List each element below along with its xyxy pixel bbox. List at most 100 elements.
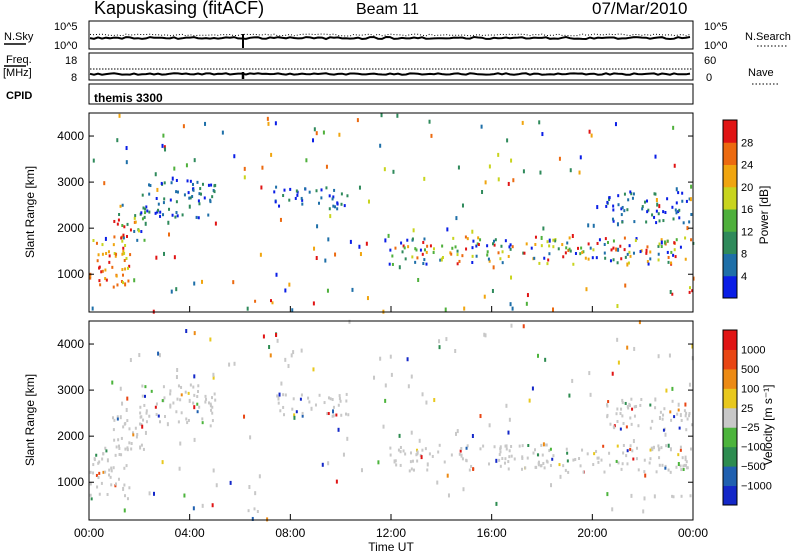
echo-cell — [148, 491, 151, 496]
echo-cell — [171, 176, 174, 181]
echo-cell — [581, 448, 584, 452]
echo-cell — [623, 209, 626, 213]
echo-cell — [662, 210, 665, 214]
echo-cell — [615, 459, 618, 463]
echo-cell — [291, 308, 294, 313]
echo-cell — [456, 262, 459, 266]
echo-cell — [123, 422, 126, 426]
echo-cell — [626, 262, 629, 267]
echo-cell — [688, 197, 691, 201]
echo-cell — [488, 462, 491, 466]
echo-cell — [332, 204, 335, 208]
echo-cell — [505, 447, 508, 451]
echo-cell — [522, 169, 525, 174]
echo-cell — [384, 383, 387, 388]
echo-cell — [623, 248, 626, 252]
echo-cell — [343, 204, 346, 208]
echo-cell — [144, 207, 147, 211]
noise-sky-trace — [89, 35, 691, 41]
echo-cell — [548, 244, 551, 248]
echo-cell — [282, 393, 285, 397]
echo-cell — [402, 244, 405, 248]
noise-right-tick-top: 10^5 — [704, 21, 728, 33]
echo-cell — [175, 375, 178, 380]
echo-cell — [564, 251, 567, 255]
echo-cell — [639, 403, 642, 407]
echo-cell — [177, 384, 180, 388]
echo-cell — [296, 193, 299, 197]
echo-cell — [121, 203, 124, 207]
echo-cell — [157, 202, 160, 206]
echo-cell — [595, 256, 598, 260]
echo-cell — [101, 457, 104, 461]
echo-cell — [90, 497, 93, 501]
echo-cell — [562, 464, 565, 468]
echo-cell — [598, 238, 601, 242]
echo-cell — [196, 395, 199, 399]
echo-cell — [526, 293, 529, 298]
echo-cell — [438, 443, 441, 447]
echo-cell — [504, 239, 507, 243]
echo-cell — [568, 247, 571, 251]
echo-cell — [664, 432, 667, 437]
echo-cell — [566, 451, 569, 455]
echo-cell — [201, 417, 204, 421]
echo-cell — [212, 375, 215, 380]
echo-cell — [651, 213, 654, 217]
echo-cell — [167, 220, 170, 225]
echo-cell — [623, 192, 626, 196]
echo-cell — [176, 214, 179, 218]
echo-cell — [683, 463, 686, 467]
echo-cell — [130, 442, 133, 446]
echo-cell — [501, 250, 504, 254]
freq-tick-top: 18 — [65, 55, 77, 67]
echo-cell — [336, 207, 339, 211]
echo-cell — [609, 463, 612, 467]
echo-cell — [669, 470, 672, 474]
echo-cell — [596, 456, 599, 460]
echo-cell — [609, 422, 612, 426]
echo-cell — [108, 254, 111, 258]
echo-cell — [608, 451, 611, 455]
echo-cell — [248, 485, 251, 490]
echo-cell — [429, 244, 432, 248]
echo-cell — [586, 452, 589, 456]
echo-cell — [402, 449, 405, 453]
echo-cell — [491, 288, 494, 293]
echo-cell — [142, 206, 145, 210]
echo-cell — [685, 428, 688, 432]
echo-cell — [210, 183, 213, 187]
echo-cell — [484, 333, 487, 338]
echo-cell — [125, 234, 128, 238]
echo-cell — [669, 410, 672, 414]
echo-cell — [607, 400, 610, 404]
echo-cell — [644, 473, 647, 478]
echo-cell — [389, 248, 392, 252]
echo-cell — [479, 414, 482, 419]
echo-cell — [119, 415, 122, 420]
echo-cell — [393, 459, 396, 464]
echo-cell — [494, 238, 497, 242]
echo-cell — [209, 337, 212, 342]
echo-cell — [653, 494, 656, 499]
echo-cell — [280, 381, 283, 386]
echo-cell — [203, 196, 206, 200]
echo-cell — [537, 463, 540, 467]
echo-cell — [266, 517, 269, 522]
echo-cell — [327, 412, 330, 416]
time-axis-label: Time UT — [368, 540, 414, 554]
echo-cell — [628, 402, 631, 406]
echo-cell — [320, 188, 323, 192]
echo-cell — [423, 248, 426, 252]
echo-cell — [192, 385, 195, 389]
colorbar-segment — [723, 427, 737, 448]
echo-cell — [606, 241, 609, 245]
echo-cell — [423, 258, 426, 262]
frequency-trace — [89, 72, 691, 76]
echo-cell — [458, 259, 461, 263]
echo-cell — [186, 421, 189, 425]
echo-cell — [679, 464, 682, 468]
echo-cell — [540, 235, 543, 240]
echo-cell — [629, 190, 632, 194]
echo-cell — [384, 238, 387, 243]
